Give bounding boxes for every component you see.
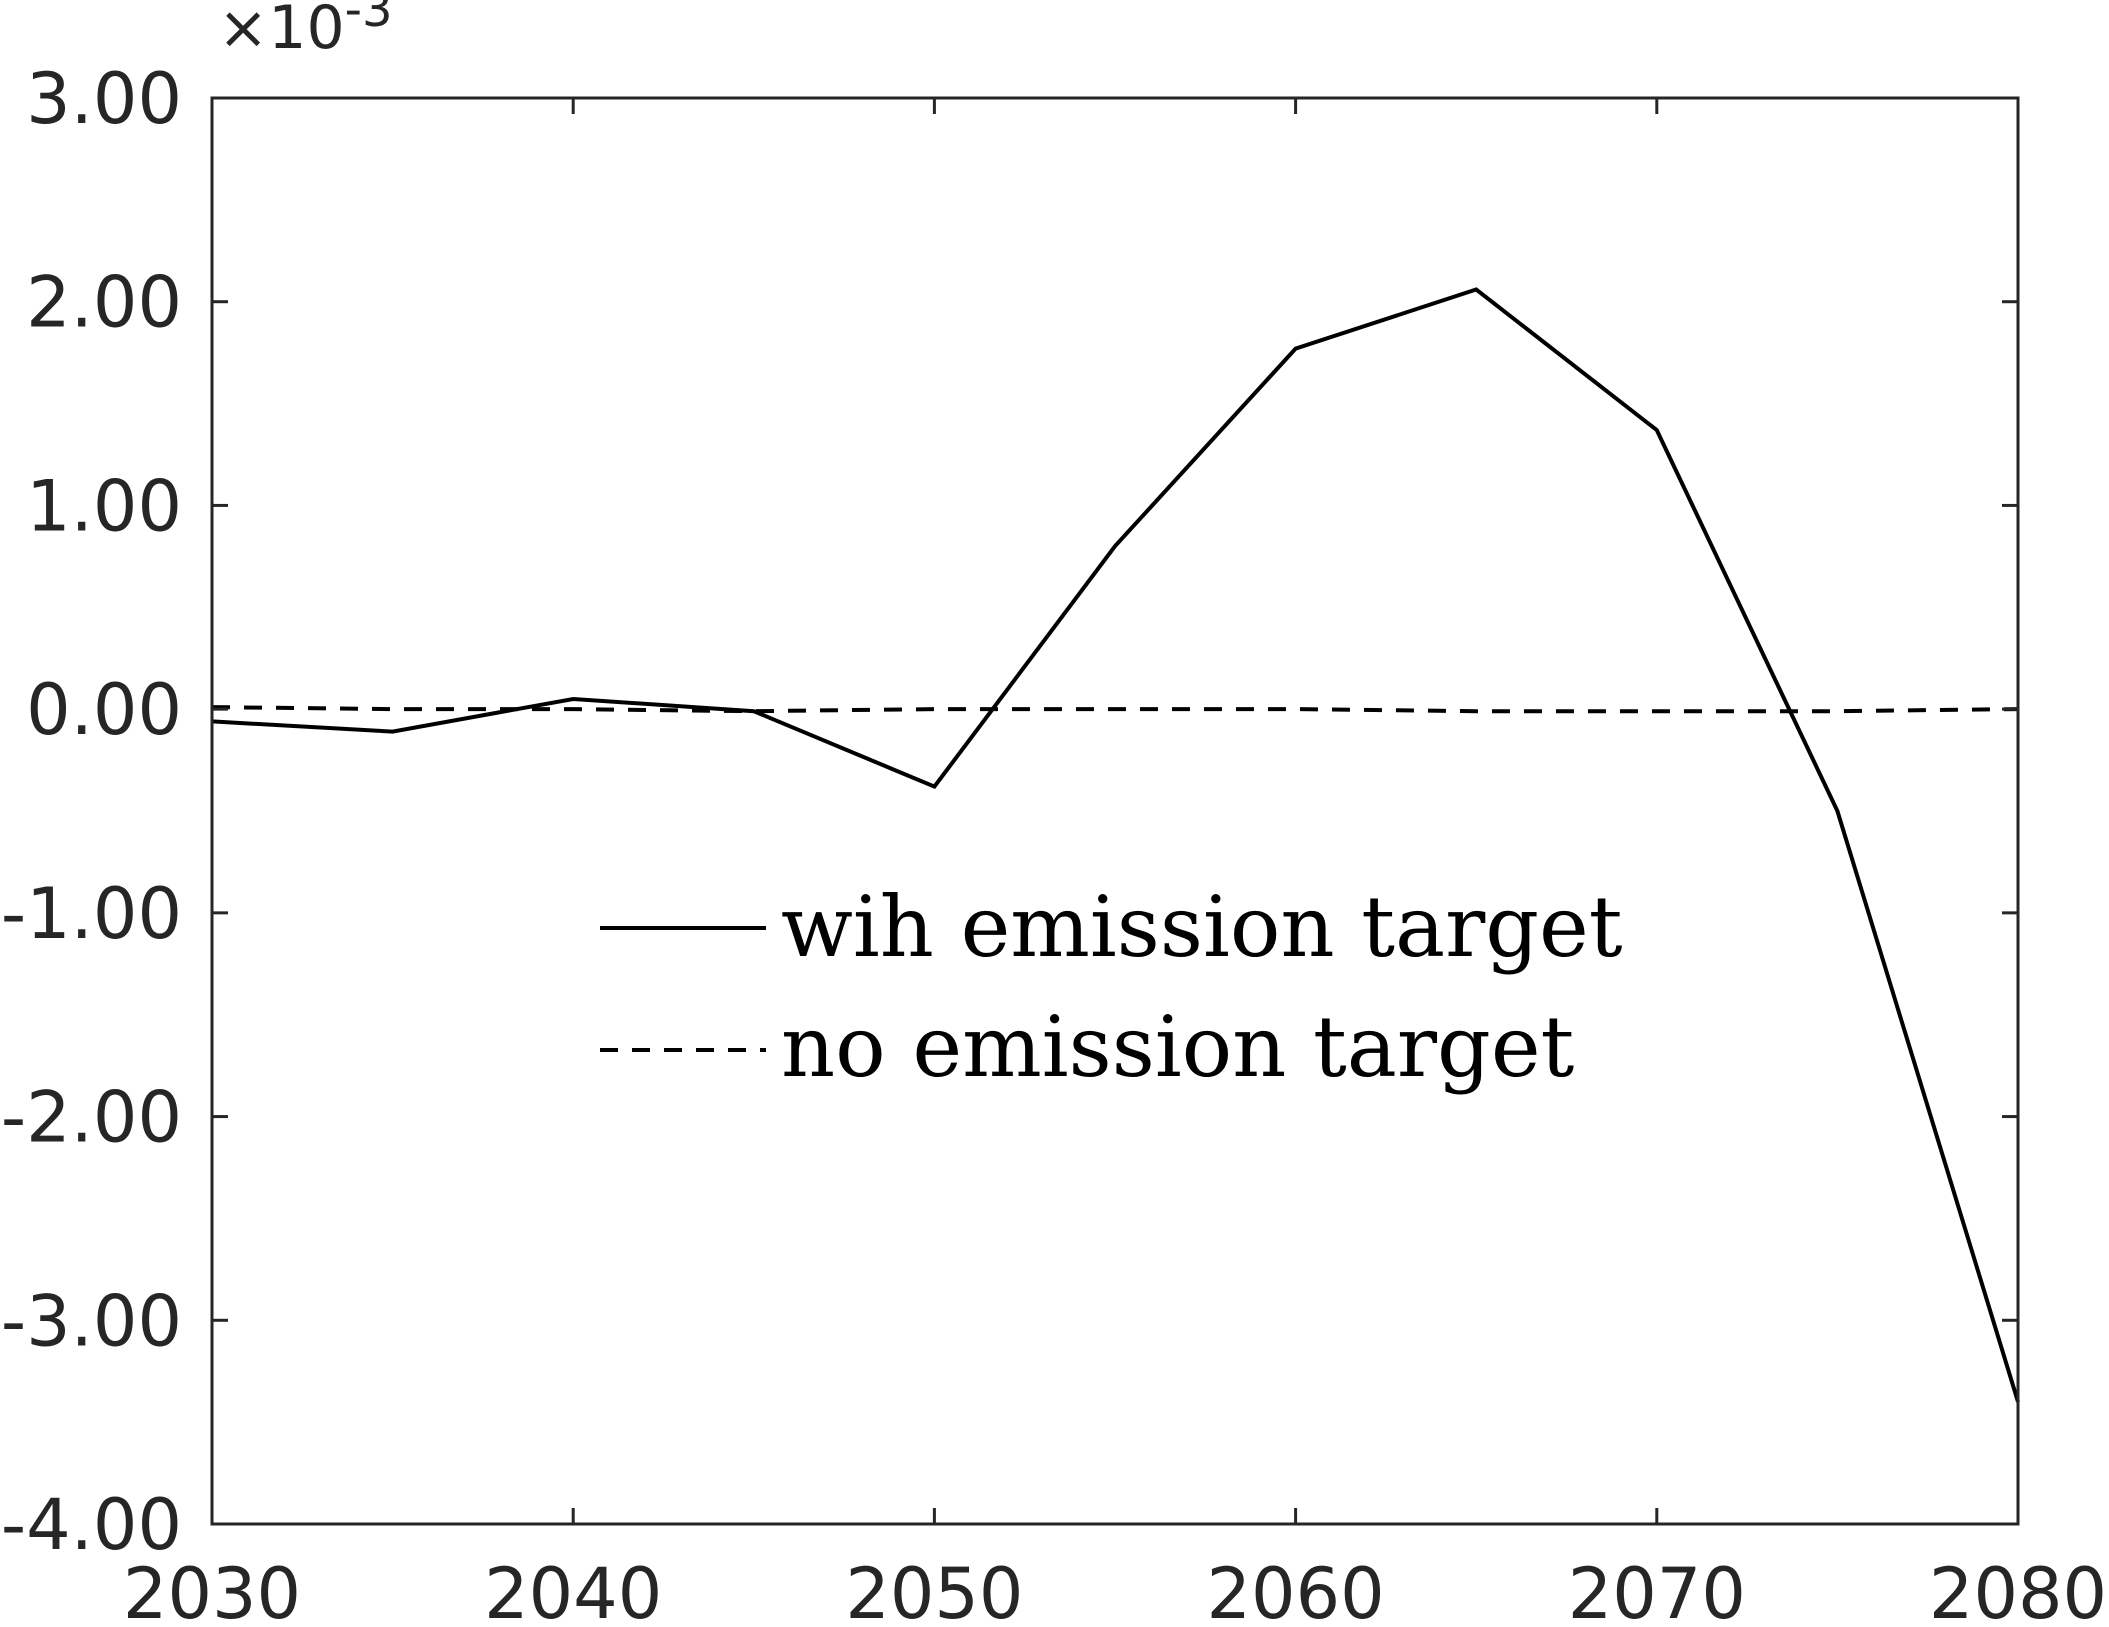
y-tick-label-7: -3.00 — [1, 1280, 182, 1362]
x-tick-labels: 2030 2040 2050 2060 2070 2080 — [123, 1553, 2107, 1627]
x-tick-label-6: 2080 — [1929, 1553, 2107, 1622]
y-tick-labels: 3.00 2.00 1.00 0.00 -1.00 -2.00 -3.00 -4.00 — [1, 58, 182, 1566]
y-tick-label-3: 1.00 — [26, 465, 182, 547]
y-exponent-base: ×10 — [218, 0, 345, 63]
x-tick-label-2: 2040 — [484, 1553, 662, 1622]
y-tick-label-4: 0.00 — [26, 669, 182, 751]
x-tick-label-1: 2030 — [123, 1553, 301, 1622]
legend-label-series-2: no emission target — [781, 998, 1575, 1096]
y-exponent-power: -3 — [345, 0, 393, 38]
series-line-2 — [211, 705, 2019, 714]
y-tick-label-6: -2.00 — [1, 1077, 182, 1159]
series-layer — [211, 287, 2020, 1403]
x-tick-label-4: 2060 — [1207, 1553, 1385, 1622]
plot-area — [212, 98, 2018, 1524]
y-tick-label-5: -1.00 — [1, 873, 182, 955]
y-tick-label-2: 2.00 — [26, 262, 182, 344]
axes-box — [210, 96, 2020, 1526]
legend: wih emission target no emission target — [600, 878, 1623, 1096]
y-exponent-label: ×10-3 — [218, 0, 392, 63]
legend-label-series-1: wih emission target — [781, 878, 1623, 976]
y-tick-label-8: -4.00 — [1, 1484, 182, 1566]
y-tick-label-1: 3.00 — [26, 58, 182, 140]
x-tick-label-3: 2050 — [845, 1553, 1023, 1622]
x-tick-label-5: 2070 — [1568, 1553, 1746, 1622]
ticks-layer — [210, 96, 2020, 1526]
